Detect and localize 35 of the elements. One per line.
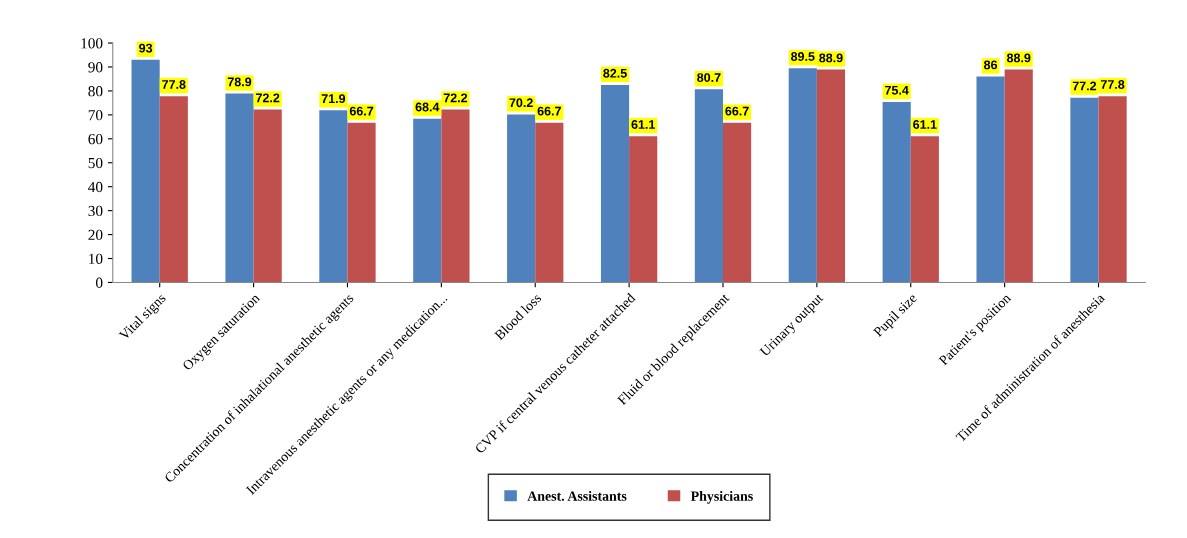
data-label: 82.5	[603, 68, 627, 78]
data-label: 77.2	[1072, 81, 1097, 91]
data-label: 93	[139, 43, 153, 53]
y-tick-label: 50	[88, 157, 103, 169]
data-label: 68.4	[415, 102, 440, 112]
data-label: 66.7	[349, 106, 374, 116]
data-label: 61.1	[913, 120, 937, 129]
data-label: 88.9	[819, 53, 843, 63]
data-label: 70.2	[509, 98, 533, 108]
data-label: 72.2	[443, 93, 468, 103]
y-tick-label: 100	[81, 38, 103, 49]
y-tick-label: 80	[88, 86, 103, 97]
data-label: 61.1	[631, 120, 656, 129]
data-label: 88.9	[1006, 53, 1031, 63]
data-label: 86	[984, 60, 998, 70]
data-label: 72.2	[256, 93, 280, 103]
legend-label: Anest. Assistants	[527, 490, 627, 501]
data-label: 78.9	[227, 77, 252, 87]
data-label: 75.4	[885, 85, 909, 95]
data-label: 71.9	[321, 94, 346, 104]
y-tick-label: 10	[89, 253, 103, 264]
y-tick-label: 90	[88, 62, 103, 73]
data-label: 77.8	[162, 80, 186, 89]
data-label: 77.8	[1100, 80, 1125, 89]
y-tick-label: 0	[95, 277, 103, 288]
legend-label: Physicians	[690, 490, 753, 504]
data-label: 66.7	[725, 106, 749, 116]
y-tick-label: 60	[88, 133, 103, 145]
y-tick-label: 70	[88, 110, 103, 121]
y-tick-label: 40	[88, 181, 103, 193]
y-tick-label: 20	[88, 229, 103, 241]
data-label: 89.5	[791, 52, 815, 61]
data-label: 80.7	[697, 73, 721, 82]
data-label: 66.7	[537, 106, 561, 116]
y-tick-label: 30	[88, 205, 103, 217]
